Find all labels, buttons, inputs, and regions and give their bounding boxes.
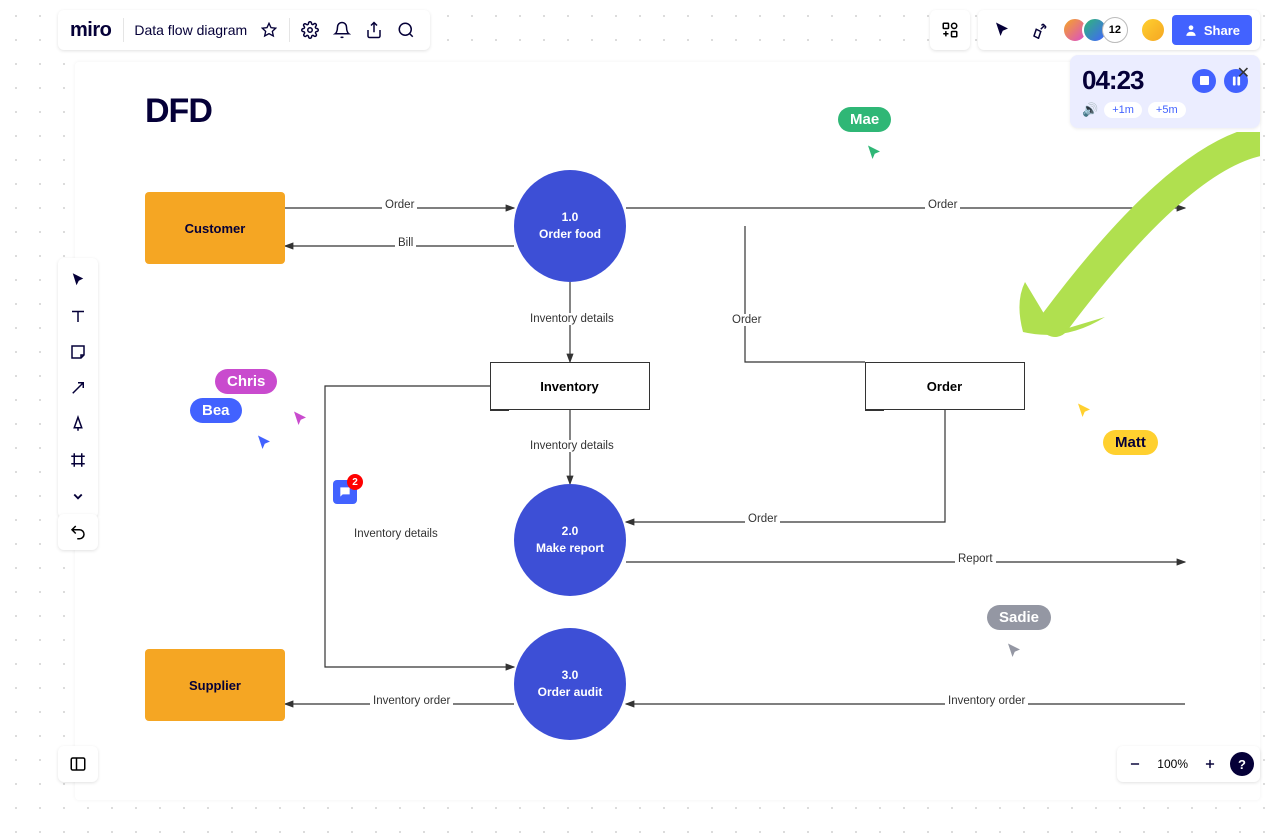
board-title[interactable]: Data flow diagram <box>128 22 253 38</box>
collab-bar: 12 Share <box>978 10 1260 50</box>
entity-supplier[interactable]: Supplier <box>145 649 285 721</box>
process-p2[interactable]: 2.0Make report <box>514 484 626 596</box>
comment-icon[interactable]: 2 <box>333 480 357 504</box>
edge-label: Inventory order <box>370 695 453 707</box>
datastore-inventory[interactable]: Inventory <box>490 362 650 410</box>
close-icon[interactable]: ✕ <box>1237 63 1250 83</box>
search-icon[interactable] <box>390 14 422 46</box>
zoom-out-button[interactable] <box>1123 752 1147 776</box>
panel-toggle-button[interactable] <box>58 746 98 782</box>
timer-stop-button[interactable] <box>1192 69 1216 93</box>
edge-label: Order <box>382 199 417 211</box>
canvas[interactable]: DFD Order Bill Order Inventory details Order… <box>75 62 1260 800</box>
reactions-icon[interactable] <box>1024 14 1056 46</box>
cursor-pointer-icon <box>291 410 309 428</box>
select-tool[interactable] <box>60 262 96 298</box>
apps-button[interactable] <box>930 10 970 50</box>
cursor-pointer-icon <box>255 434 273 452</box>
arrow-tool[interactable] <box>60 370 96 406</box>
cursor-pointer-icon <box>1005 642 1023 660</box>
pen-tool[interactable] <box>60 406 96 442</box>
topbar: miro Data flow diagram <box>58 10 1260 50</box>
text-tool[interactable] <box>60 298 96 334</box>
avatar-self[interactable] <box>1140 17 1166 43</box>
cursor-pointer-icon <box>865 144 883 162</box>
zoom-in-button[interactable] <box>1198 752 1222 776</box>
edge-label: Order <box>925 199 960 211</box>
export-icon[interactable] <box>358 14 390 46</box>
edge-label: Inventory details <box>527 440 617 452</box>
timer-add-5m[interactable]: +5m <box>1148 102 1186 118</box>
datastore-order[interactable]: Order <box>865 362 1025 410</box>
cursor-pointer-icon <box>1075 402 1093 420</box>
logo[interactable]: miro <box>66 19 119 42</box>
process-p1[interactable]: 1.0Order food <box>514 170 626 282</box>
edge-label: Inventory details <box>351 528 441 540</box>
undo-button[interactable] <box>58 514 98 550</box>
collaborator-cursor: Bea <box>190 398 242 423</box>
sound-icon[interactable]: 🔊 <box>1082 102 1098 118</box>
edge-label: Order <box>729 314 764 326</box>
divider <box>289 18 290 42</box>
share-label: Share <box>1204 23 1240 38</box>
zoom-percent[interactable]: 100% <box>1151 757 1194 771</box>
collaborator-cursor: Matt <box>1103 430 1158 455</box>
avatars[interactable]: 12 <box>1062 17 1128 43</box>
zoom-bar: 100% ? <box>1117 746 1260 782</box>
frame-tool[interactable] <box>60 442 96 478</box>
sticky-tool[interactable] <box>60 334 96 370</box>
timer-panel: ✕ 04:23 🔊 +1m +5m <box>1070 55 1260 128</box>
edge-label: Inventory order <box>945 695 1028 707</box>
entity-customer[interactable]: Customer <box>145 192 285 264</box>
timer-add-1m[interactable]: +1m <box>1104 102 1142 118</box>
comment-count: 2 <box>347 474 363 490</box>
help-button[interactable]: ? <box>1230 752 1254 776</box>
edge-label: Inventory details <box>527 313 617 325</box>
timer-time: 04:23 <box>1082 65 1144 96</box>
topbar-left: miro Data flow diagram <box>58 10 430 50</box>
annotation-arrow <box>965 132 1260 352</box>
toolbar <box>58 258 98 518</box>
edge-label: Bill <box>395 237 416 249</box>
divider <box>123 18 124 42</box>
avatar-count[interactable]: 12 <box>1102 17 1128 43</box>
edge-label: Order <box>745 513 780 525</box>
cursor-tool-icon[interactable] <box>986 14 1018 46</box>
collaborator-cursor: Chris <box>215 369 277 394</box>
edge-label: Report <box>955 553 996 565</box>
diagram-title: DFD <box>145 92 212 131</box>
bell-icon[interactable] <box>326 14 358 46</box>
process-p3[interactable]: 3.0Order audit <box>514 628 626 740</box>
more-tools[interactable] <box>60 478 96 514</box>
share-button[interactable]: Share <box>1172 15 1252 45</box>
star-icon[interactable] <box>253 14 285 46</box>
topbar-right: 12 Share <box>930 10 1260 50</box>
settings-icon[interactable] <box>294 14 326 46</box>
collaborator-cursor: Mae <box>838 107 891 132</box>
collaborator-cursor: Sadie <box>987 605 1051 630</box>
